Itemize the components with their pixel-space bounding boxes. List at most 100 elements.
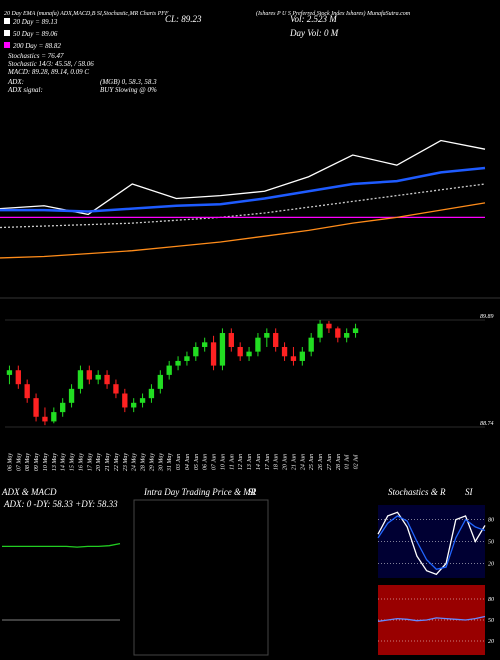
x-tick-label: 28 Jun bbox=[336, 454, 342, 470]
legend-swatch bbox=[4, 18, 10, 24]
candle-body bbox=[273, 333, 279, 347]
candle-body bbox=[166, 365, 172, 375]
adx-signal: ADX signal: bbox=[7, 86, 43, 94]
x-tick-label: 14 Jun bbox=[255, 454, 262, 470]
candle-body bbox=[299, 351, 305, 361]
candle-body bbox=[24, 384, 30, 399]
panel-title: Stochastics & R bbox=[388, 487, 446, 497]
x-tick-label: 29 May bbox=[149, 453, 155, 471]
candle-body bbox=[264, 333, 270, 338]
candle-body bbox=[255, 337, 261, 352]
candle-body bbox=[246, 351, 252, 357]
x-tick-label: 12 Jun bbox=[238, 454, 244, 470]
candle-body bbox=[77, 370, 84, 389]
candle-body bbox=[42, 416, 48, 422]
ema50: 50 Day = 89.06 bbox=[13, 30, 58, 38]
panel-title: ADX & MACD bbox=[1, 487, 57, 497]
x-tick-label: 16 May bbox=[78, 453, 84, 471]
x-tick-label: 18 Jun bbox=[274, 454, 280, 470]
header-left: 20 Day EMA (munafa) ADX,MACD,B SI,Stocha… bbox=[4, 10, 169, 17]
legend-swatch bbox=[4, 30, 10, 36]
close: CL: 89.23 bbox=[165, 14, 202, 24]
y-tick-label: 20 bbox=[488, 639, 494, 645]
candle-body bbox=[184, 356, 190, 361]
candle-body bbox=[352, 328, 359, 334]
x-tick-label: 08 May bbox=[25, 453, 31, 471]
series-line bbox=[2, 542, 121, 548]
stoch: Stochastics = 76.47 bbox=[8, 52, 64, 60]
x-tick-label: 17 Jun bbox=[265, 454, 271, 470]
candle-body bbox=[175, 360, 181, 366]
candle-body bbox=[148, 388, 155, 399]
series-line bbox=[0, 183, 486, 229]
x-tick-label: 10 May bbox=[43, 453, 49, 471]
candle-body bbox=[95, 374, 101, 380]
candle-body bbox=[51, 412, 57, 422]
macd: MACD: 89.28, 89.14, 0.09 C bbox=[7, 68, 89, 76]
candle-body bbox=[344, 333, 350, 338]
x-tick-label: 25 Jun bbox=[309, 454, 315, 470]
candle-body bbox=[113, 384, 119, 394]
x-tick-label: 13 May bbox=[52, 453, 58, 471]
x-tick-label: 23 May bbox=[123, 453, 129, 471]
x-tick-label: 07 Jun bbox=[212, 454, 218, 470]
candle-body bbox=[157, 374, 163, 389]
candle-body bbox=[308, 337, 314, 352]
candle-body bbox=[60, 402, 66, 413]
x-tick-label: 20 Jun bbox=[283, 454, 289, 470]
x-tick-label: 07 May bbox=[16, 453, 22, 471]
stoch-detail: Stochastic 14/3: 45.58, / 58.06 bbox=[8, 60, 94, 68]
x-tick-label: 15 May bbox=[70, 453, 76, 471]
x-tick-label: 22 May bbox=[114, 453, 120, 471]
candle-body bbox=[33, 398, 39, 417]
x-tick-label: 14 May bbox=[60, 453, 67, 471]
candle-body bbox=[104, 374, 110, 385]
candle-body bbox=[193, 346, 199, 357]
candle-body bbox=[219, 333, 226, 366]
x-tick-label: 26 Jun bbox=[318, 454, 324, 470]
series-line bbox=[0, 166, 486, 213]
candle-body bbox=[122, 393, 128, 408]
x-tick-label: 30 May bbox=[158, 453, 164, 472]
y-tick-label: 20 bbox=[488, 561, 494, 567]
x-tick-label: 13 Jun bbox=[247, 454, 253, 470]
y-tick-label: 80 bbox=[488, 597, 494, 603]
candle-body bbox=[68, 388, 75, 403]
x-tick-label: 06 Jun bbox=[203, 454, 209, 470]
ema20: 20 Day = 89.13 bbox=[13, 18, 58, 26]
candle-body bbox=[237, 346, 243, 357]
x-tick-label: 05 Jun bbox=[194, 454, 200, 470]
adx: ADX: bbox=[7, 78, 24, 86]
legend-swatch bbox=[4, 42, 10, 48]
y-tick-label: 88.74 bbox=[480, 420, 494, 427]
panel-subtitle: ADX: 0 -DY: 58.33 +DY: 58.33 bbox=[3, 499, 118, 509]
x-tick-label: 09 May bbox=[34, 453, 40, 471]
candle-body bbox=[326, 323, 332, 329]
x-tick-label: 17 May bbox=[87, 453, 93, 471]
x-tick-label: 20 May bbox=[96, 453, 102, 471]
x-tick-label: 31 May bbox=[167, 453, 173, 472]
candle-body bbox=[139, 398, 146, 403]
y-tick-label: 80 bbox=[488, 518, 494, 524]
panel-frame bbox=[133, 499, 269, 656]
candle-body bbox=[335, 328, 341, 338]
candle-body bbox=[131, 402, 137, 408]
series-line bbox=[377, 515, 486, 570]
adx-signal-val: BUY Slowing @ 0% bbox=[100, 86, 157, 94]
y-tick-label: 50 bbox=[488, 540, 494, 546]
candle-body bbox=[281, 346, 288, 357]
x-tick-label: 02 Jul bbox=[354, 454, 360, 469]
x-tick-label: 24 May bbox=[131, 453, 138, 471]
candle-body bbox=[228, 333, 234, 347]
x-tick-label: 24 Jun bbox=[299, 454, 306, 470]
x-tick-label: 27 Jun bbox=[327, 454, 333, 470]
x-tick-label: 21 Jun bbox=[291, 454, 297, 470]
x-tick-label: 11 Jun bbox=[229, 454, 235, 470]
panel-subtitle: SI bbox=[465, 487, 474, 497]
x-tick-label: 04 Jun bbox=[184, 454, 191, 470]
x-tick-label: 10 Jun bbox=[220, 454, 226, 470]
panel-subtitle: SI bbox=[248, 487, 257, 497]
panel-title: Intra Day Trading Price & MR bbox=[143, 487, 257, 497]
y-tick-label: 89.89 bbox=[480, 314, 494, 320]
